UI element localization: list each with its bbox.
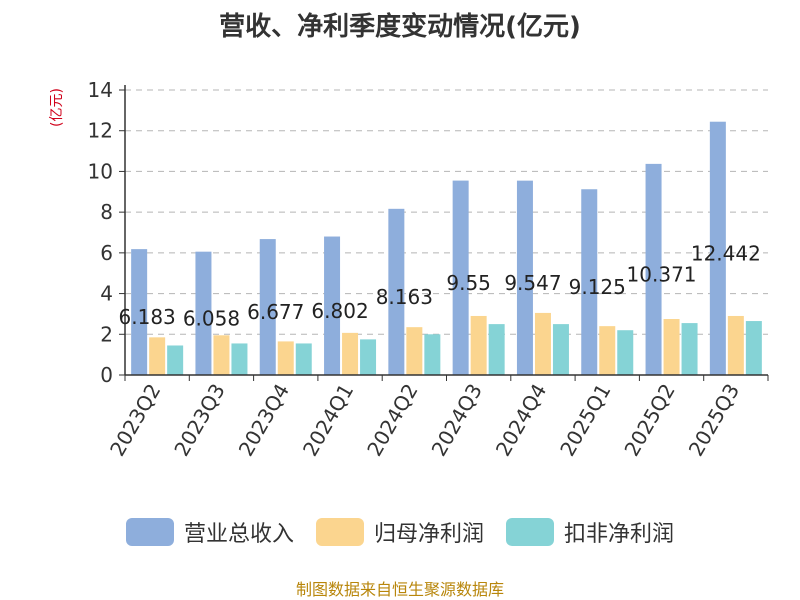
legend-swatch-net-profit — [315, 518, 364, 546]
data-label: 6.058 — [183, 306, 240, 330]
bar-deducted-net-profit — [167, 345, 184, 375]
bar-revenue — [645, 163, 662, 375]
y-tick-label: 8 — [100, 200, 113, 224]
data-label: 9.55 — [446, 271, 491, 295]
bar-deducted-net-profit — [488, 324, 505, 375]
legend-swatch-revenue — [125, 518, 174, 546]
x-tick-label: 2024Q2 — [362, 380, 422, 461]
data-source-note: 制图数据来自恒生聚源数据库 — [295, 580, 504, 599]
y-tick-label: 4 — [100, 282, 113, 306]
legend-item-deducted-net-profit[interactable]: 扣非净利润 — [506, 516, 674, 548]
x-tick-label: 2024Q3 — [427, 380, 487, 461]
bar-net-profit — [470, 315, 487, 375]
data-label: 10.371 — [627, 262, 697, 286]
bar-deducted-net-profit — [360, 339, 377, 375]
x-tick-label: 2023Q2 — [105, 380, 165, 461]
bar-net-profit — [534, 312, 551, 375]
y-tick-label: 10 — [88, 159, 113, 183]
legend-swatch-deducted-net-profit — [506, 518, 554, 546]
bar-deducted-net-profit — [617, 330, 634, 375]
data-label: 6.677 — [247, 300, 304, 324]
data-label: 6.183 — [119, 305, 176, 329]
bars — [131, 121, 762, 375]
bar-net-profit — [213, 335, 230, 375]
bar-net-profit — [342, 332, 359, 375]
bar-deducted-net-profit — [745, 321, 762, 375]
data-label: 12.442 — [691, 241, 761, 265]
bar-net-profit — [663, 319, 680, 375]
legend-label-deducted-net-profit: 扣非净利润 — [564, 522, 675, 547]
legend-item-net-profit[interactable]: 归母净利润 — [315, 516, 484, 548]
x-tick-label: 2025Q1 — [555, 380, 615, 461]
bar-net-profit — [599, 326, 616, 375]
bar-net-profit — [277, 341, 294, 375]
y-ticks: 0 2 4 6 8 10 12 14 — [88, 78, 125, 387]
bar-revenue — [388, 208, 405, 375]
bar-revenue — [452, 180, 469, 375]
data-label: 9.547 — [504, 271, 561, 295]
x-tick-label: 2025Q3 — [684, 380, 744, 461]
bar-revenue — [324, 236, 341, 375]
chart-title: 营收、净利季度变动情况(亿元) — [219, 12, 581, 42]
bar-revenue — [195, 251, 212, 375]
y-tick-label: 6 — [100, 241, 113, 265]
legend-label-net-profit: 归母净利润 — [373, 522, 484, 547]
bar-revenue — [259, 239, 276, 375]
bar-revenue — [581, 189, 598, 375]
y-tick-label: 0 — [100, 363, 113, 387]
bar-deducted-net-profit — [231, 343, 248, 375]
x-tick-label: 2023Q4 — [234, 380, 294, 461]
grid-lines — [125, 89, 768, 335]
legend: 营业总收入 归母净利润 扣非净利润 — [0, 516, 800, 548]
bar-deducted-net-profit — [295, 343, 312, 375]
legend-label-revenue: 营业总收入 — [183, 522, 294, 547]
bar-net-profit — [149, 337, 166, 375]
bar-net-profit — [727, 315, 744, 375]
legend-item-revenue[interactable]: 营业总收入 — [125, 516, 294, 548]
bar-deducted-net-profit — [424, 334, 441, 375]
bar-deducted-net-profit — [681, 323, 698, 375]
bar-deducted-net-profit — [552, 324, 569, 375]
y-tick-label: 14 — [88, 78, 113, 102]
x-tick-label: 2023Q3 — [169, 380, 229, 461]
bar-net-profit — [406, 327, 423, 375]
y-tick-label: 2 — [100, 322, 113, 346]
data-label: 6.802 — [311, 299, 368, 323]
x-tick-label: 2024Q1 — [298, 380, 358, 461]
bar-revenue — [516, 180, 533, 375]
x-tick-label: 2025Q2 — [619, 380, 679, 461]
bar-revenue — [709, 121, 726, 375]
data-label: 8.163 — [376, 285, 433, 309]
x-tick-label: 2024Q4 — [491, 380, 551, 461]
bar-revenue — [131, 249, 148, 375]
data-label: 9.125 — [569, 275, 626, 299]
y-tick-label: 12 — [88, 119, 113, 143]
